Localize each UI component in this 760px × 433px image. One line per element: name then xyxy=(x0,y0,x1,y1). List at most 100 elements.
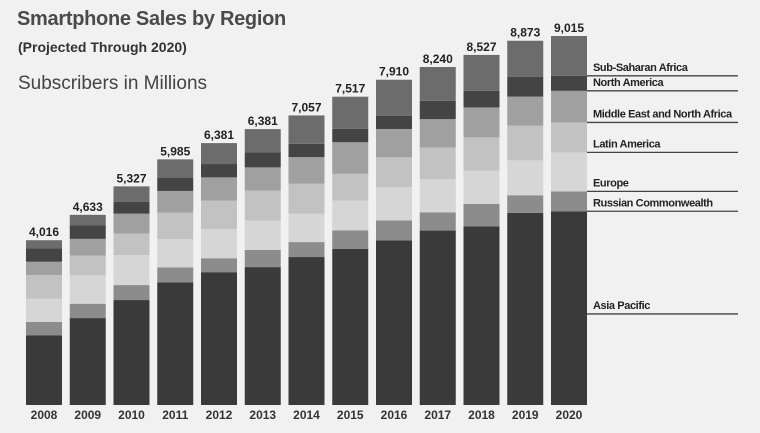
bar-segment-europe xyxy=(26,298,62,322)
x-tick-label: 2017 xyxy=(424,408,451,422)
bar-segment-north-america xyxy=(419,100,456,120)
bar-segment-europe xyxy=(419,179,456,213)
bar-segment-latin-america xyxy=(201,200,237,229)
x-tick-label: 2016 xyxy=(381,408,408,422)
bar-segment-latin-america xyxy=(288,183,325,214)
bar-segment-russian-commonwealth xyxy=(201,258,237,273)
bar-segment-asia-pacific xyxy=(157,282,194,405)
bar-segment-middle-east-and-north-africa xyxy=(244,167,281,191)
bar-segment-asia-pacific xyxy=(507,212,544,405)
bar-segment-sub-saharan-africa xyxy=(419,67,456,101)
bar-segment-middle-east-and-north-africa xyxy=(69,238,106,256)
bar-segment-north-america xyxy=(69,225,106,239)
y-axis-label: Subscribers in Millions xyxy=(18,73,208,94)
bar-segment-sub-saharan-africa xyxy=(332,96,369,129)
chart-subtitle: (Projected Through 2020) xyxy=(18,39,187,55)
total-label: 7,517 xyxy=(335,82,365,96)
bar-segment-asia-pacific xyxy=(113,300,150,405)
bar-segment-europe xyxy=(507,160,544,196)
bar-segment-middle-east-and-north-africa xyxy=(551,90,587,123)
bar-segment-europe xyxy=(157,239,194,268)
total-label: 5,985 xyxy=(160,144,190,158)
bar-segment-middle-east-and-north-africa xyxy=(419,119,456,148)
bar-segment-russian-commonwealth xyxy=(69,303,106,319)
total-label: 7,057 xyxy=(291,100,321,114)
bar-segment-russian-commonwealth xyxy=(244,249,281,268)
bar-segment-russian-commonwealth xyxy=(551,191,587,212)
bar-segment-north-america xyxy=(26,248,62,262)
bar-segment-europe xyxy=(551,152,587,192)
bar-segment-middle-east-and-north-africa xyxy=(376,128,412,158)
bar-segment-europe xyxy=(332,200,369,231)
bar-segment-asia-pacific xyxy=(244,267,281,405)
bar-segment-north-america xyxy=(244,152,281,168)
x-tick-label: 2020 xyxy=(556,408,583,422)
legend-label: North America xyxy=(593,77,664,89)
bar-segment-asia-pacific xyxy=(332,248,369,405)
total-label: 5,327 xyxy=(116,171,146,185)
bar-segment-north-america xyxy=(463,90,500,108)
bar-segment-north-america xyxy=(551,75,587,91)
bar-segment-europe xyxy=(376,187,412,221)
bar-segment-russian-commonwealth xyxy=(419,212,456,231)
bar-segment-russian-commonwealth xyxy=(26,321,62,336)
bar-segment-russian-commonwealth xyxy=(113,285,150,301)
bar-segment-latin-america xyxy=(551,122,587,153)
bar-segment-north-america xyxy=(376,115,412,129)
bar-segment-europe xyxy=(113,255,150,286)
legend-label: Sub-Saharan Africa xyxy=(593,62,689,74)
bar-segment-europe xyxy=(69,275,106,304)
bar-segment-russian-commonwealth xyxy=(463,203,500,227)
bar-segment-latin-america xyxy=(419,147,456,180)
bar-segment-north-america xyxy=(288,143,325,158)
x-tick-label: 2010 xyxy=(118,408,145,422)
total-label: 6,381 xyxy=(248,114,278,128)
x-tick-label: 2008 xyxy=(31,408,58,422)
bar-segment-north-america xyxy=(113,201,150,214)
total-label: 9,015 xyxy=(554,21,584,35)
x-tick-label: 2018 xyxy=(468,408,495,422)
x-tick-label: 2019 xyxy=(512,408,539,422)
bar-segment-latin-america xyxy=(463,137,500,171)
bar-segment-north-america xyxy=(201,164,237,178)
x-tick-label: 2013 xyxy=(249,408,276,422)
total-label: 8,873 xyxy=(510,26,540,40)
total-label: 4,633 xyxy=(73,200,103,214)
bar-segment-sub-saharan-africa xyxy=(507,40,544,77)
bar-segment-latin-america xyxy=(69,255,106,276)
bar-segment-north-america xyxy=(332,128,369,143)
bar-segment-middle-east-and-north-africa xyxy=(26,261,62,276)
bar-segment-sub-saharan-africa xyxy=(463,54,500,91)
bar-segment-sub-saharan-africa xyxy=(113,186,150,202)
bar-segment-asia-pacific xyxy=(376,240,412,405)
bar-segment-middle-east-and-north-africa xyxy=(332,142,369,174)
bar-segment-sub-saharan-africa xyxy=(376,79,412,116)
total-label: 8,240 xyxy=(423,52,453,66)
x-tick-label: 2015 xyxy=(337,408,364,422)
bar-segment-middle-east-and-north-africa xyxy=(157,190,194,213)
bar-segment-latin-america xyxy=(332,173,369,201)
bar-segment-sub-saharan-africa xyxy=(26,240,62,249)
bar-segment-europe xyxy=(463,170,500,204)
bar-segment-europe xyxy=(244,220,281,250)
bar-segment-europe xyxy=(201,228,237,259)
bar-segment-asia-pacific xyxy=(463,226,500,405)
bar-segment-sub-saharan-africa xyxy=(201,143,237,165)
bar-segment-asia-pacific xyxy=(26,335,62,405)
bar-segment-middle-east-and-north-africa xyxy=(201,177,237,201)
bar-segment-asia-pacific xyxy=(551,211,587,405)
x-tick-label: 2009 xyxy=(74,408,101,422)
bar-segment-sub-saharan-africa xyxy=(551,36,587,76)
total-label: 4,016 xyxy=(29,225,59,239)
bar-segment-russian-commonwealth xyxy=(507,195,544,213)
bar-segment-north-america xyxy=(507,76,544,97)
chart-title: Smartphone Sales by Region xyxy=(17,8,286,30)
bar-segment-russian-commonwealth xyxy=(332,230,369,249)
bar-segment-latin-america xyxy=(113,233,150,256)
bar-segment-latin-america xyxy=(244,190,281,221)
bar-segment-middle-east-and-north-africa xyxy=(507,96,544,126)
legend-label: Latin America xyxy=(593,138,661,150)
bar-segment-latin-america xyxy=(157,212,194,240)
legend-label: Russian Commonwealth xyxy=(593,197,713,209)
